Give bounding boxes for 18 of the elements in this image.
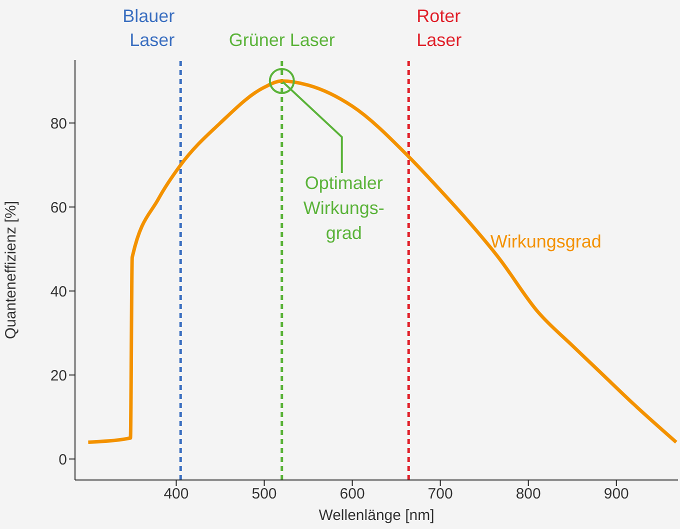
annotation: Optimaler Wirkungs- grad [303,173,384,243]
ref-line-label: Roter Laser [416,6,462,50]
x-tick-label: 900 [604,486,629,503]
y-tick-label: 40 [50,283,67,300]
y-tick-label: 60 [50,199,67,216]
x-tick-label: 800 [516,486,541,503]
x-tick-label: 500 [252,486,277,503]
y-tick-label: 80 [50,115,67,132]
x-tick-label: 400 [164,486,189,503]
ref-line-label: Grüner Laser [228,30,335,50]
y-tick-label: 20 [50,367,67,384]
x-tick-label: 600 [340,486,365,503]
x-tick-label: 700 [428,486,453,503]
x-axis-title: Wellenlänge [nm] [318,507,434,524]
ref-line-label: Blauer Laser [122,6,175,50]
y-axis-title: Quanteneffizienz [%] [2,200,20,340]
series-label: Wirkungsgrad [490,231,602,252]
y-tick-label: 0 [58,451,67,468]
